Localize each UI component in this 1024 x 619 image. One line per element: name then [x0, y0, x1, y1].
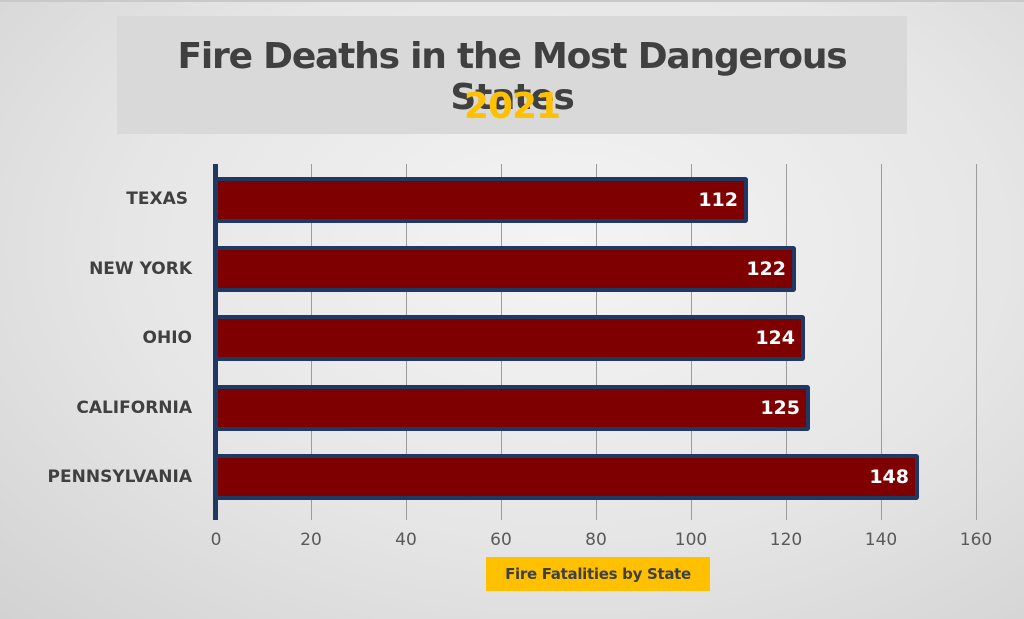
x-tick-140: 140	[864, 530, 898, 550]
category-label-california: CALIFORNIA	[76, 398, 192, 418]
bar-value-label: 112	[698, 189, 738, 211]
bar-value-label: 148	[869, 466, 909, 488]
y-axis-line	[213, 164, 218, 520]
plot-area: 112 122 124 125 148	[213, 164, 977, 520]
bar-value-label: 124	[755, 327, 795, 349]
category-label-new-york: NEW YORK	[89, 259, 192, 279]
category-label-texas: TEXAS	[126, 189, 188, 209]
category-label-pennsylvania: PENNSYLVANIA	[47, 467, 192, 487]
bar-value-label: 125	[760, 397, 800, 419]
x-tick-0: 0	[210, 530, 222, 550]
x-tick-80: 80	[585, 530, 607, 550]
x-tick-20: 20	[300, 530, 322, 550]
x-axis-title: Fire Fatalities by State	[486, 557, 710, 591]
x-tick-60: 60	[490, 530, 512, 550]
bar-value-label: 122	[746, 258, 786, 280]
bar-new-york: 122	[216, 246, 796, 292]
chart-subtitle: 2021	[463, 86, 561, 127]
x-tick-160: 160	[959, 530, 993, 550]
gridline-160	[976, 164, 977, 520]
gridline-140	[881, 164, 882, 520]
bar-ohio: 124	[216, 315, 805, 361]
bar-california: 125	[216, 385, 810, 431]
category-label-ohio: OHIO	[142, 328, 192, 348]
bar-pennsylvania: 148	[216, 454, 919, 500]
x-tick-120: 120	[769, 530, 803, 550]
x-tick-40: 40	[395, 530, 417, 550]
x-tick-100: 100	[674, 530, 708, 550]
title-box: Fire Deaths in the Most Dangerous States…	[117, 16, 907, 134]
bar-texas: 112	[216, 177, 748, 223]
chart-title: Fire Deaths in the Most Dangerous States	[177, 36, 848, 118]
